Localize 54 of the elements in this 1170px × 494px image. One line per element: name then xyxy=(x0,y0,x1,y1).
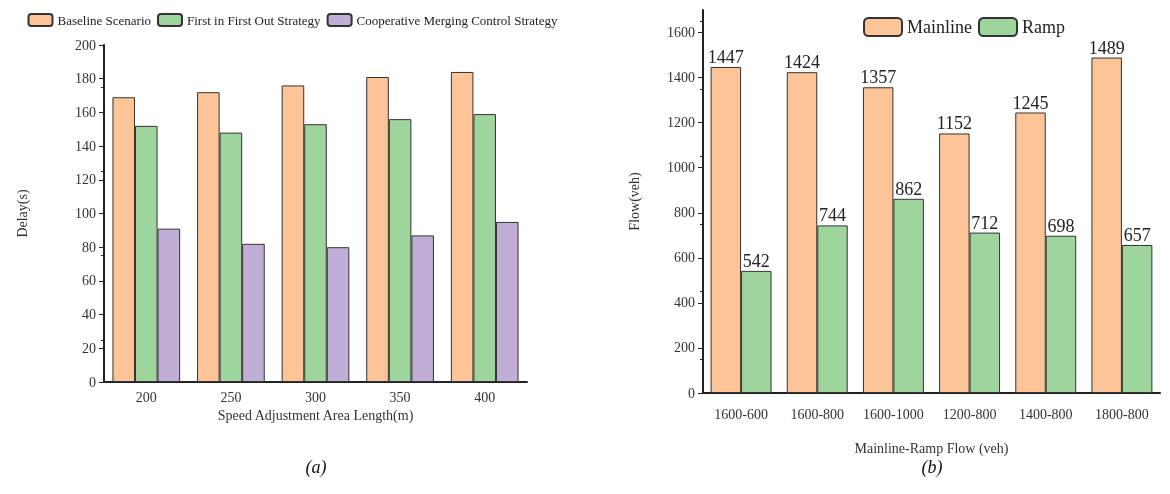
data-label: 542 xyxy=(742,250,770,271)
x-tick-label: 350 xyxy=(389,389,411,405)
y-axis-title: Delay(s) xyxy=(14,189,31,238)
legend-label: Baseline Scenario xyxy=(57,12,152,28)
y-tick-label: 1000 xyxy=(667,160,695,176)
data-label: 862 xyxy=(895,178,923,199)
x-tick-label: 250 xyxy=(220,389,242,405)
x-tick-label: 400 xyxy=(474,389,496,405)
y-tick-label: 80 xyxy=(82,239,96,255)
legend-label: Mainline xyxy=(907,17,973,37)
y-tick-label: 100 xyxy=(75,206,96,221)
x-tick-label: 1600-800 xyxy=(790,406,845,422)
y-axis-title: Flow(veh) xyxy=(626,172,643,231)
x-tick-label: 1600-600 xyxy=(714,406,768,422)
y-tick-label: 20 xyxy=(82,340,96,356)
y-tick-label: 40 xyxy=(82,307,96,323)
text: (a) xyxy=(305,457,327,478)
text: (b) xyxy=(921,457,943,478)
y-tick-label: 200 xyxy=(674,340,695,356)
legend-label: Cooperative Merging Control Strategy xyxy=(356,12,558,28)
data-label: 1357 xyxy=(860,67,897,88)
data-label: 1152 xyxy=(936,113,973,134)
legend-label: Ramp xyxy=(1022,17,1065,37)
y-tick-label: 1600 xyxy=(667,25,695,41)
y-tick-label: 0 xyxy=(688,385,695,401)
x-tick-label: 300 xyxy=(305,389,326,405)
data-label: 744 xyxy=(818,205,846,226)
x-tick-label: 1600-1000 xyxy=(863,406,924,422)
x-tick-label: 1800-800 xyxy=(1095,406,1149,422)
y-tick-label: 800 xyxy=(674,205,695,221)
y-tick-label: 0 xyxy=(89,374,96,390)
y-tick-label: 60 xyxy=(82,273,96,289)
y-tick-label: 1400 xyxy=(667,70,695,86)
data-label: 712 xyxy=(971,212,999,233)
legend-label: First in First Out Strategy xyxy=(187,12,322,28)
data-label: 1447 xyxy=(707,47,744,67)
x-tick-label: 1200-800 xyxy=(942,406,997,422)
x-tick-label: 200 xyxy=(135,389,157,405)
x-axis-title: Mainline-Ramp Flow (veh) xyxy=(854,440,1009,457)
data-label: 657 xyxy=(1123,224,1151,245)
y-tick-label: 200 xyxy=(75,37,96,53)
data-label: 698 xyxy=(1047,215,1075,236)
x-tick-label: 1400-800 xyxy=(1018,406,1073,422)
y-tick-label: 140 xyxy=(75,138,96,154)
y-tick-label: 400 xyxy=(674,295,695,311)
y-tick-label: 160 xyxy=(75,104,96,120)
y-tick-label: 180 xyxy=(75,71,96,87)
data-label: 1245 xyxy=(1012,92,1049,113)
y-tick-label: 1200 xyxy=(667,115,695,131)
y-tick-label: 600 xyxy=(674,250,695,266)
y-tick-label: 120 xyxy=(75,172,96,188)
data-label: 1424 xyxy=(784,52,821,73)
data-label: 1489 xyxy=(1088,37,1125,58)
x-axis-title: Speed Adjustment Area Length(m) xyxy=(217,408,414,425)
